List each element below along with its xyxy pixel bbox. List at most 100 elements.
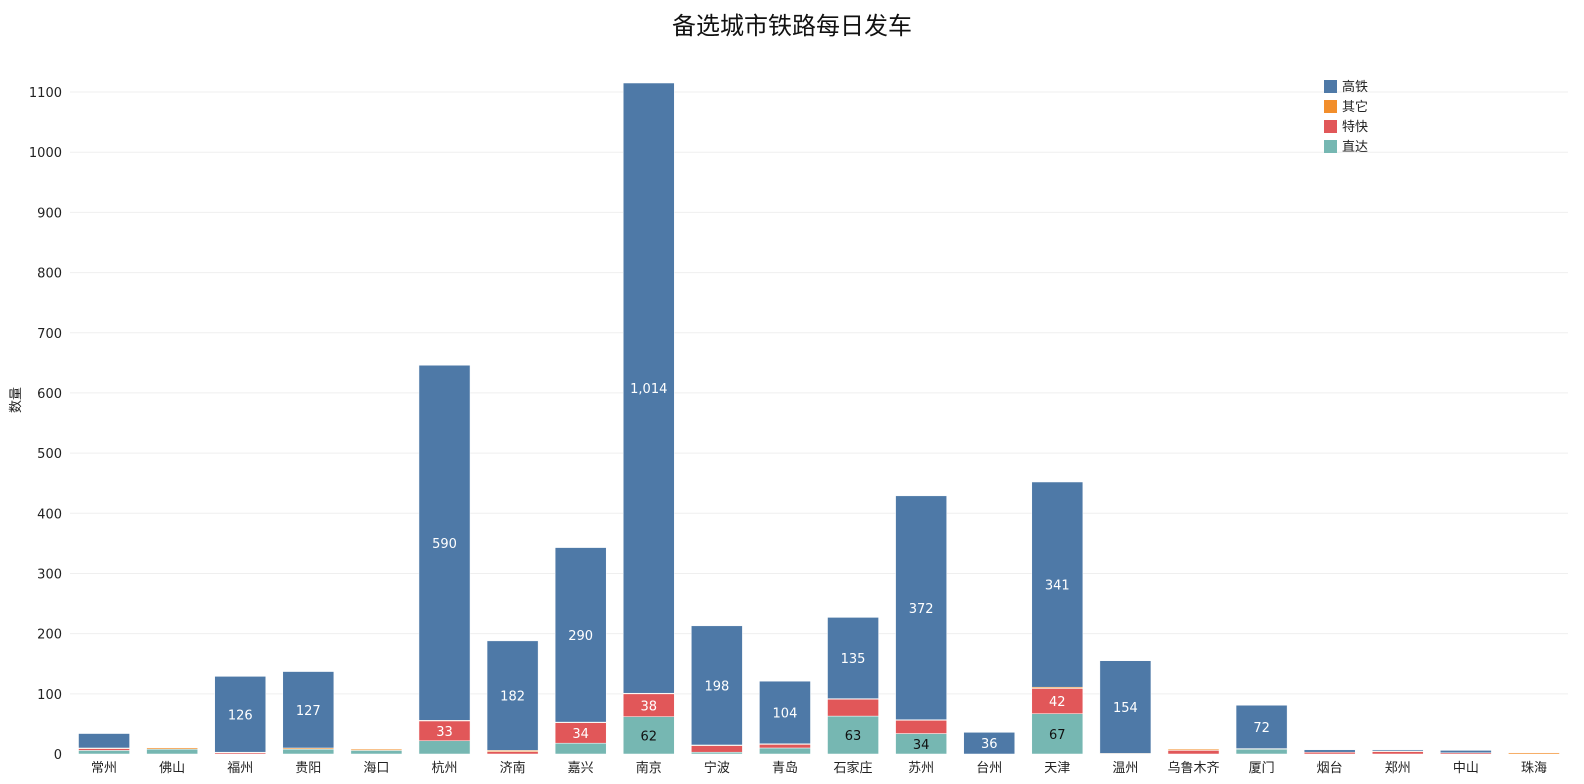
data-label: 590 [432,537,457,552]
bar-segment [1508,752,1560,755]
data-label: 42 [1049,695,1066,710]
bar-segment [282,671,335,749]
bar-segment [146,748,198,755]
bar-segment [963,732,1016,755]
x-tick-label: 天津 [1044,761,1070,776]
y-tick-label: 500 [37,447,62,462]
x-tick-label: 厦门 [1249,761,1275,776]
data-label: 126 [228,708,253,723]
y-tick-label: 700 [37,327,62,342]
y-axis-label: 数量 [9,387,24,413]
legend-swatch [1324,120,1337,133]
y-tick-label: 900 [37,206,62,221]
bar-segment [1235,705,1288,749]
data-label: 67 [1049,728,1066,743]
y-tick-label: 600 [37,387,62,402]
bar-segment [1371,749,1424,752]
y-tick-label: 300 [37,567,62,582]
x-tick-label: 宁波 [704,760,730,776]
x-tick-label: 嘉兴 [568,761,594,776]
data-label: 135 [841,652,866,667]
bar-segment [1031,713,1084,755]
x-tick-label: 中山 [1453,761,1479,776]
bar-segment [1031,481,1084,688]
bar-segment [78,750,130,755]
data-label: 36 [981,737,998,752]
bar-segment [78,748,130,751]
x-tick-label: 石家庄 [834,760,873,776]
bar-segment [827,715,879,755]
bar-segment [1303,751,1356,755]
data-label: 154 [1113,701,1138,716]
data-label: 341 [1045,579,1070,594]
x-tick-label: 佛山 [159,761,185,776]
bar-segment [78,733,130,749]
x-tick-label: 济南 [500,760,526,776]
data-label: 127 [296,704,321,719]
y-tick-label: 200 [37,628,62,643]
bar-segment [486,751,539,755]
bar-segment [1303,749,1356,753]
bar-segment [1031,688,1084,714]
y-tick-label: 1000 [29,146,62,161]
y-tick-label: 800 [37,267,62,282]
data-label: 290 [568,629,593,644]
bar-segment [895,495,947,720]
x-tick-label: 乌鲁木齐 [1167,760,1219,776]
bar-segment [554,742,607,755]
data-label: 372 [909,602,934,617]
x-tick-label: 海口 [363,761,389,776]
bar-segment [827,617,879,699]
bar-segment [282,748,335,755]
bar-segment [1167,748,1220,751]
data-label: 198 [704,679,729,694]
data-label: 63 [845,729,862,744]
bar-segment [350,748,403,751]
data-label: 1,014 [630,382,667,397]
bar-segment [554,547,607,723]
bar-segment [1371,751,1424,755]
bar-segment [895,720,947,734]
bar-segment [350,750,403,755]
bar-segment [146,747,198,750]
bar-segment [622,82,675,694]
bar-segment [214,676,267,753]
chart-title: 备选城市铁路每日发车 [672,12,912,40]
y-tick-label: 0 [54,748,62,763]
data-label: 34 [913,738,930,753]
x-tick-label: 珠海 [1521,761,1547,776]
x-tick-label: 郑州 [1385,761,1411,776]
data-label: 182 [500,690,525,705]
bar-segment [759,680,811,745]
x-tick-label: 福州 [227,761,253,776]
bar-segment [622,716,675,755]
x-tick-label: 贵阳 [295,761,321,776]
x-tick-label: 南京 [636,760,662,776]
legend-label: 特快 [1342,120,1368,135]
bar-segment [418,364,471,721]
legend-label: 其它 [1342,99,1368,115]
data-label: 72 [1253,721,1270,736]
bar-segment [1235,748,1288,755]
y-tick-label: 400 [37,507,62,522]
x-tick-label: 常州 [91,761,117,776]
legend-label: 高铁 [1342,79,1368,95]
x-tick-label: 温州 [1112,761,1138,776]
legend-swatch [1324,80,1337,93]
x-tick-label: 烟台 [1317,761,1343,776]
data-label: 33 [436,725,453,740]
bar-segment [691,751,743,755]
data-label: 34 [572,727,589,742]
bar-segment [691,745,743,753]
y-tick-label: 100 [37,688,62,703]
y-tick-label: 1100 [29,86,62,101]
x-tick-label: 杭州 [431,761,457,776]
bar-segment [1099,660,1152,754]
bar-segment [418,740,471,755]
x-tick-label: 青岛 [772,760,798,776]
legend-label: 直达 [1342,140,1368,155]
legend-swatch [1324,140,1337,153]
data-label: 62 [640,729,657,744]
